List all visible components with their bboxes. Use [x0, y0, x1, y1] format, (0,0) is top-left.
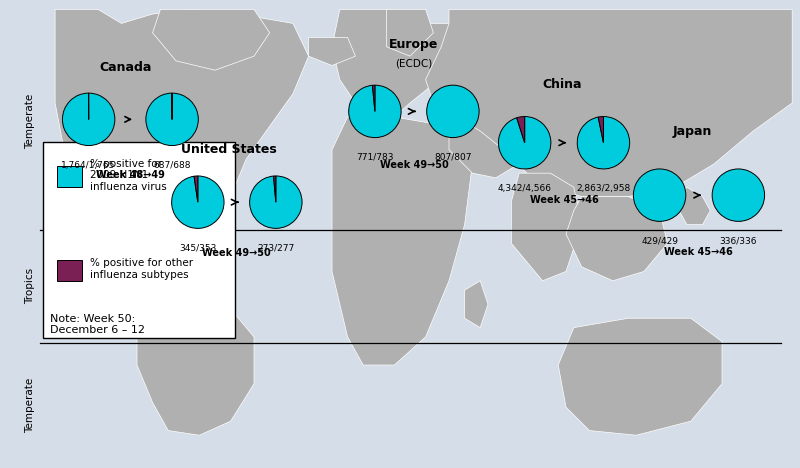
Polygon shape [679, 187, 710, 225]
Bar [58, 260, 82, 281]
Polygon shape [55, 9, 309, 267]
Text: 336/336: 336/336 [720, 236, 757, 245]
Text: % positive for other
influenza subtypes: % positive for other influenza subtypes [90, 258, 194, 280]
Text: % positive for
2009 H1N1
influenza virus: % positive for 2009 H1N1 influenza virus [90, 159, 167, 192]
Text: 345/353: 345/353 [179, 243, 217, 252]
Wedge shape [349, 85, 401, 138]
Text: 273/277: 273/277 [258, 243, 294, 252]
Wedge shape [426, 85, 479, 138]
Text: Temperate: Temperate [25, 94, 35, 149]
Text: Week 48→49: Week 48→49 [96, 170, 165, 181]
Text: 771/783: 771/783 [356, 153, 394, 161]
Text: Week 49→50: Week 49→50 [379, 160, 448, 170]
Wedge shape [498, 117, 551, 169]
Wedge shape [146, 93, 198, 146]
Polygon shape [566, 197, 667, 281]
Polygon shape [145, 243, 199, 295]
Text: Temperate: Temperate [25, 378, 35, 433]
Text: 429/429: 429/429 [641, 236, 678, 245]
Text: China: China [542, 78, 582, 91]
Wedge shape [172, 176, 224, 228]
Wedge shape [373, 85, 375, 111]
Polygon shape [449, 117, 519, 178]
Bar [43, 142, 234, 338]
Text: Japan: Japan [673, 125, 712, 139]
Polygon shape [332, 9, 472, 117]
Polygon shape [465, 281, 488, 328]
Text: Note: Week 50:
December 6 – 12: Note: Week 50: December 6 – 12 [50, 314, 145, 335]
Text: 1,764/1,765: 1,764/1,765 [62, 161, 116, 169]
Wedge shape [62, 93, 115, 146]
Text: 807/807: 807/807 [434, 153, 472, 161]
Wedge shape [517, 117, 525, 143]
Text: Canada: Canada [99, 61, 151, 74]
Wedge shape [194, 176, 198, 202]
Text: (ECDC): (ECDC) [395, 58, 433, 68]
Polygon shape [511, 173, 582, 281]
Text: 2,863/2,958: 2,863/2,958 [576, 184, 630, 193]
Wedge shape [598, 117, 603, 143]
Polygon shape [386, 9, 434, 56]
Polygon shape [309, 37, 355, 66]
Wedge shape [274, 176, 276, 202]
Polygon shape [153, 9, 270, 70]
Text: Week 45→46: Week 45→46 [530, 195, 599, 205]
Polygon shape [426, 9, 792, 197]
Bar [58, 166, 82, 187]
Polygon shape [137, 290, 254, 435]
Polygon shape [558, 318, 722, 435]
Text: 687/688: 687/688 [154, 161, 191, 169]
Wedge shape [634, 169, 686, 221]
Wedge shape [250, 176, 302, 228]
Text: Week 49→50: Week 49→50 [202, 248, 271, 258]
Text: 4,342/4,566: 4,342/4,566 [498, 184, 552, 193]
Wedge shape [578, 117, 630, 169]
Wedge shape [712, 169, 765, 221]
Text: United States: United States [181, 143, 277, 156]
Text: Tropics: Tropics [25, 268, 35, 305]
Text: Week 45→46: Week 45→46 [664, 247, 733, 257]
Polygon shape [332, 117, 472, 365]
Text: Europe: Europe [390, 38, 438, 51]
